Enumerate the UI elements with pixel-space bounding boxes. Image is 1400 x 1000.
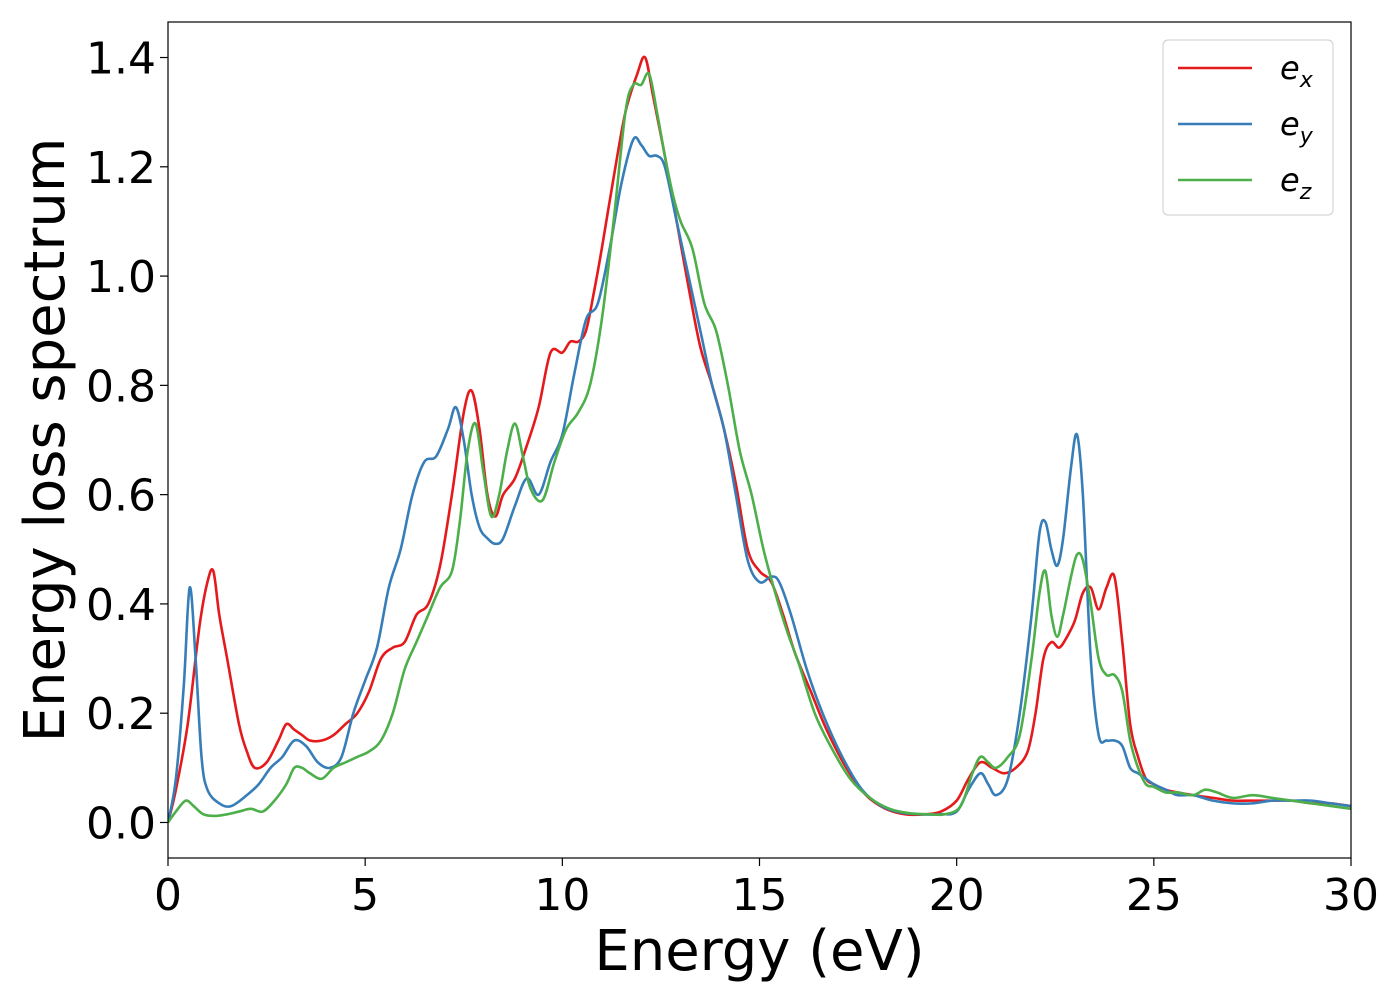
y-tick-label: 0.2 (86, 689, 156, 740)
y-tick-label: 0.8 (86, 361, 156, 412)
y-tick-label: 1.4 (86, 34, 156, 85)
y-axis-title: Energy loss spectrum (13, 138, 78, 743)
x-axis-title: Energy (eV) (594, 919, 924, 984)
x-tick-label: 30 (1323, 870, 1379, 921)
y-tick-label: 0.0 (86, 798, 156, 849)
y-tick-label: 1.0 (86, 252, 156, 303)
y-tick-label: 0.6 (86, 471, 156, 522)
x-tick-label: 0 (154, 870, 182, 921)
y-tick-label: 0.4 (86, 580, 156, 631)
y-tick-label: 1.2 (86, 143, 156, 194)
x-tick-label: 20 (929, 870, 985, 921)
x-tick-label: 5 (351, 870, 379, 921)
x-axis: 0 5 10 15 20 25 30 (154, 858, 1379, 921)
energy-loss-chart: 0 5 10 15 20 25 30 0.0 0.2 0.4 0.6 0.8 1.0 1.2 1.4 En… (0, 0, 1400, 1000)
x-tick-label: 15 (732, 870, 788, 921)
x-tick-label: 25 (1126, 870, 1182, 921)
series-line-e-y (168, 137, 1351, 822)
x-tick-label: 10 (534, 870, 590, 921)
y-axis: 0.0 0.2 0.4 0.6 0.8 1.0 1.2 1.4 (86, 34, 168, 850)
